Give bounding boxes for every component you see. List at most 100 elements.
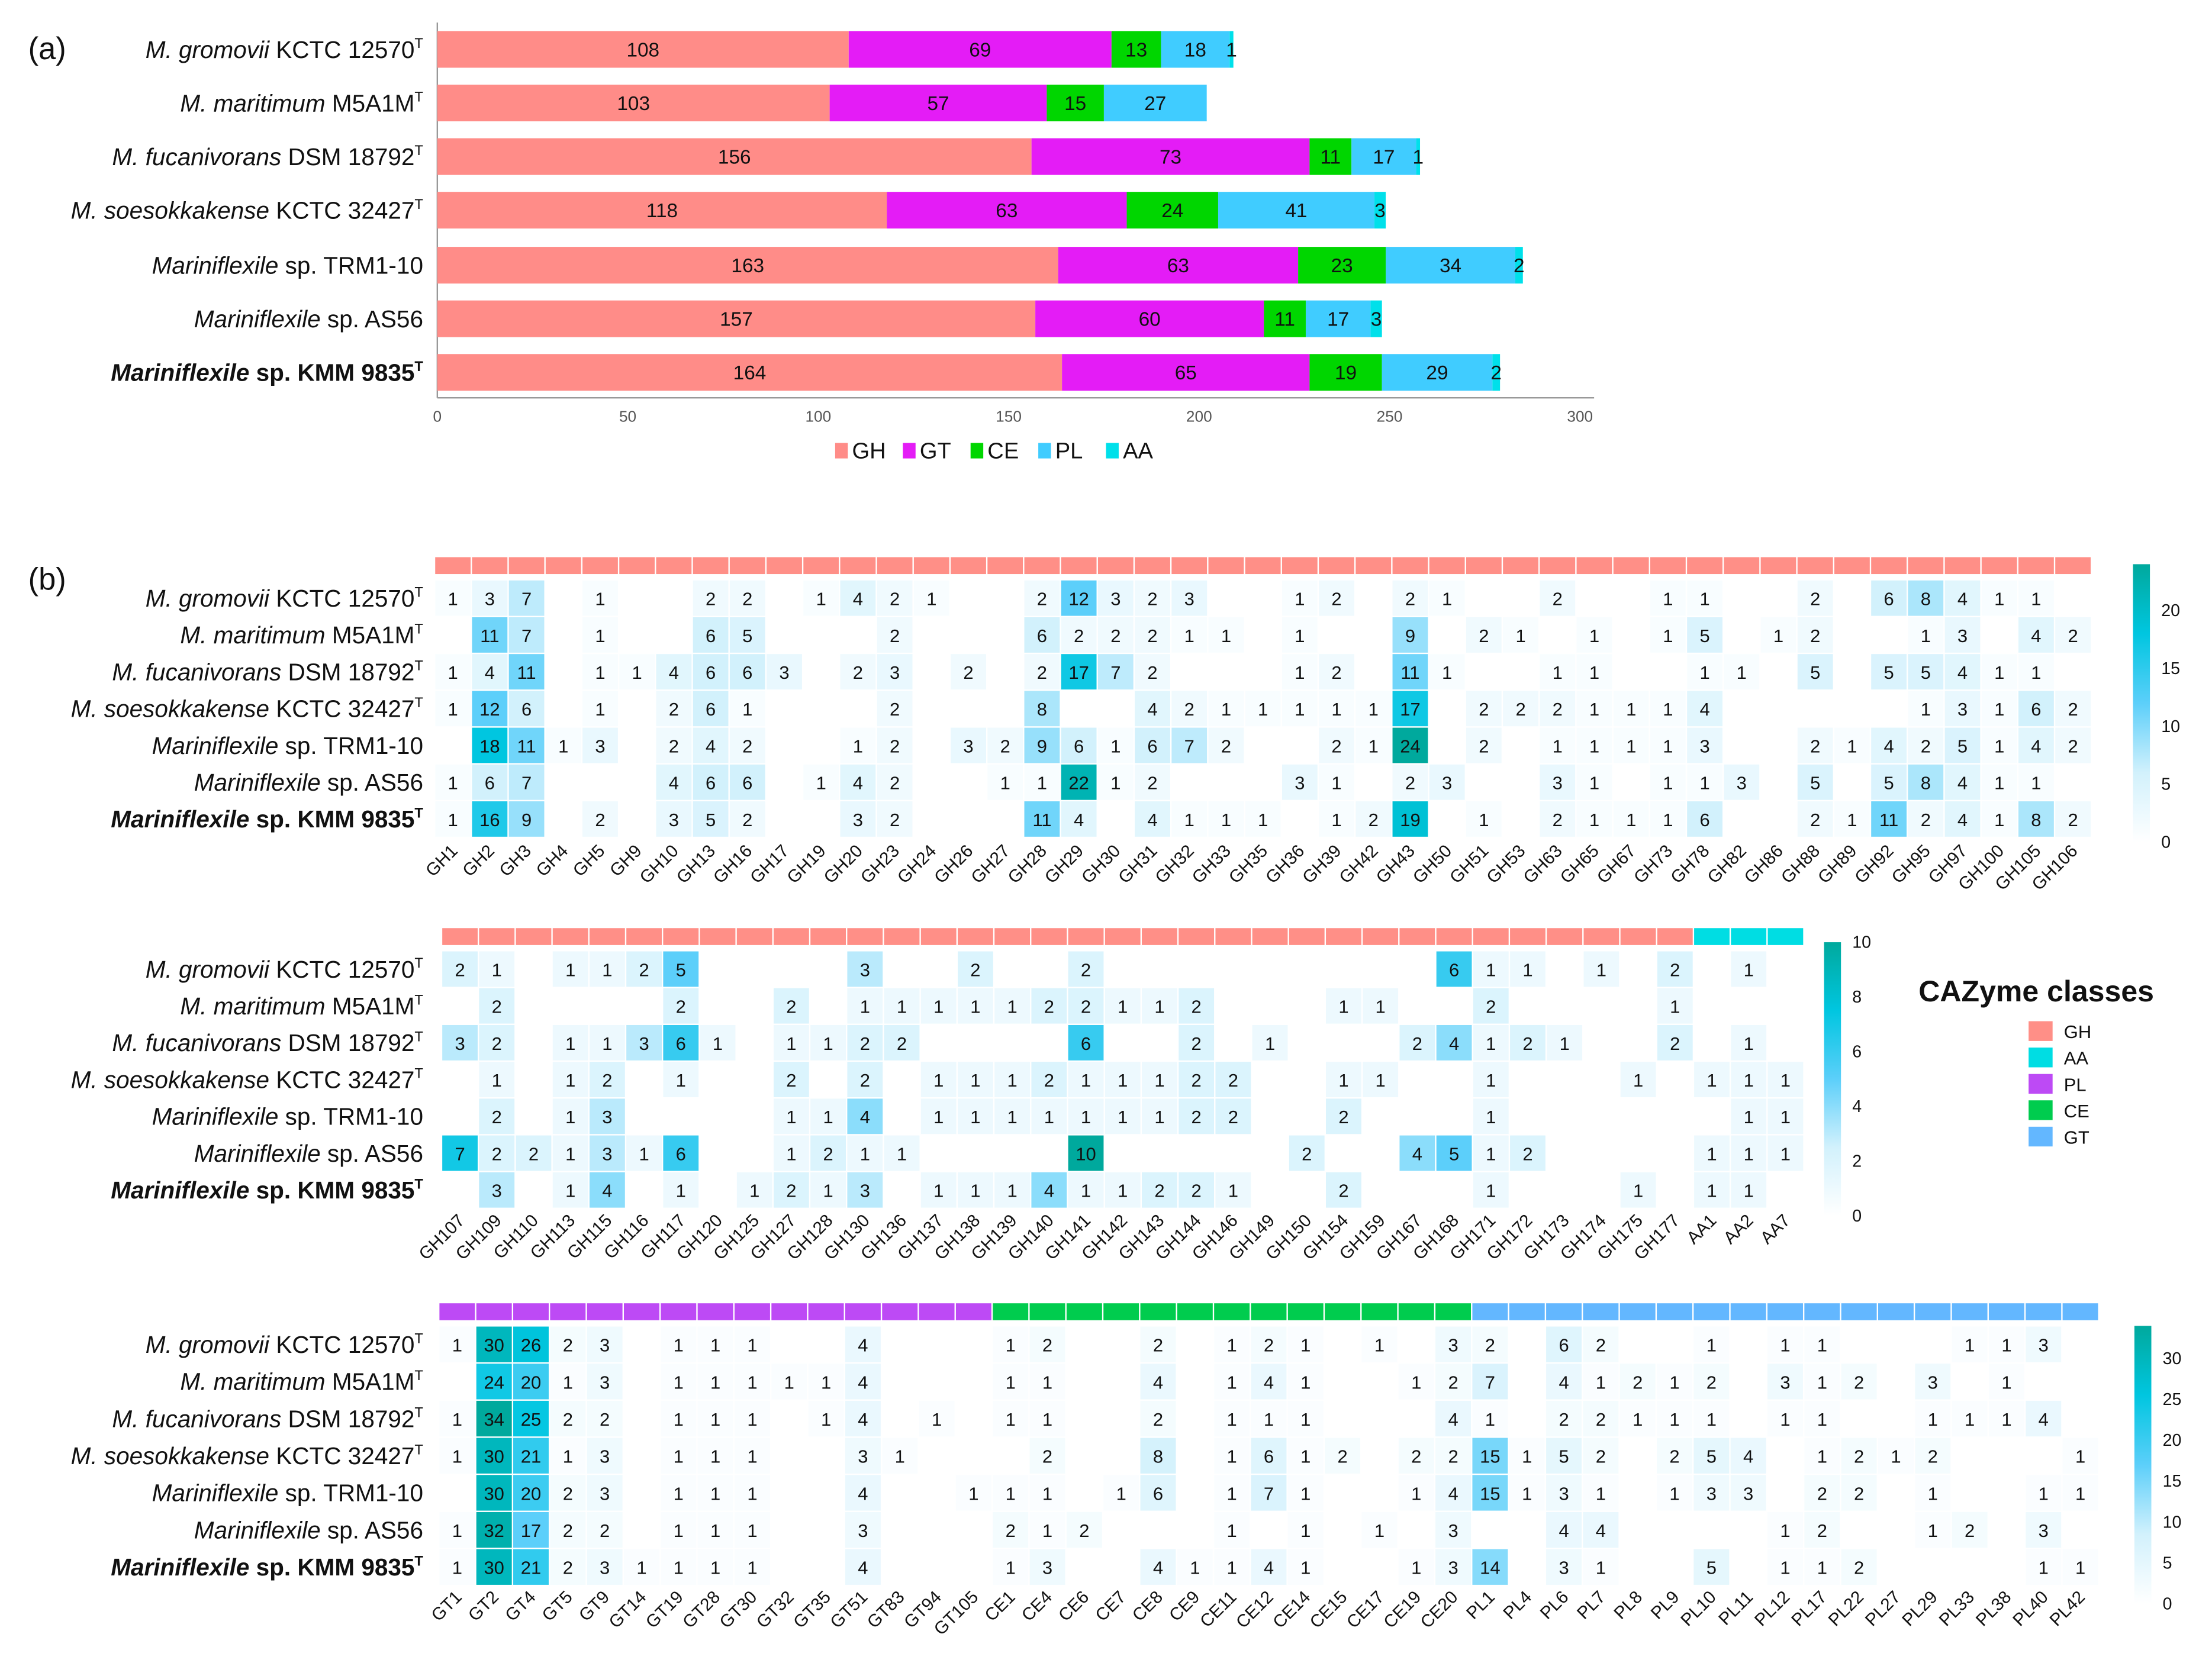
heatmap-cell-value: 1 (1515, 626, 1525, 646)
heatmap-cell-value: 4 (853, 773, 863, 794)
bar-segment-gt (1031, 138, 1310, 175)
heatmap-cell-value: 2 (1485, 1335, 1495, 1356)
heatmap-cell (1540, 654, 1576, 690)
heatmap-cell-value: 4 (1957, 662, 1968, 683)
bar-value-label: 17 (1327, 309, 1349, 331)
heatmap-cell (734, 1400, 770, 1437)
heatmap-cell (476, 1549, 512, 1585)
heatmap-cell (1510, 951, 1545, 987)
heatmap-cell (1619, 1400, 1656, 1437)
heatmap-cell-value: 2 (529, 1143, 539, 1164)
heatmap-cell (1613, 691, 1649, 727)
heatmap-cell-value: 2 (706, 589, 716, 610)
heatmap-cell-value: 1 (1596, 1372, 1606, 1393)
species-genus: M. maritimum (180, 621, 325, 649)
class-strip-gh (1024, 557, 1060, 575)
heatmap-cell (1687, 727, 1722, 763)
heatmap-cell-value: 1 (1633, 1409, 1643, 1430)
heatmap-cell-value: 4 (858, 1409, 868, 1430)
heatmap-cell-value: 7 (1110, 662, 1121, 683)
heatmap-cell-value: 2 (1670, 1033, 1680, 1054)
heatmap-cell (479, 951, 515, 987)
column-label: GH1 (422, 841, 462, 881)
heatmap-cell-value: 2 (1037, 662, 1047, 683)
heatmap-cell (1140, 1475, 1176, 1511)
heatmap-cell (439, 1511, 475, 1548)
heatmap-cell-value: 1 (1522, 1483, 1532, 1504)
heatmap-cell-value: 1 (710, 1558, 720, 1578)
class-strip-ce (1287, 1303, 1324, 1320)
heatmap-cell (693, 691, 729, 727)
heatmap-cell-value: 3 (1553, 773, 1563, 794)
heatmap-cell (1657, 1024, 1693, 1061)
heatmap-cell (734, 1475, 770, 1511)
class-strip-gh (1179, 928, 1215, 945)
heatmap-cell (1804, 1438, 1840, 1474)
heatmap-cell-value: 2 (1854, 1446, 1864, 1467)
heatmap-cell-value: 1 (710, 1483, 720, 1504)
heatmap-cell (845, 1475, 881, 1511)
heatmap-cell (1834, 727, 1870, 763)
heatmap-cell-value: 1 (1744, 1033, 1754, 1054)
heatmap-cell-value: 1 (1921, 699, 1931, 720)
heatmap-cell-value: 6 (706, 662, 716, 683)
class-strip-gh (1097, 557, 1134, 575)
heatmap-cell-value: 1 (1007, 1070, 1018, 1091)
bar-value-label: 17 (1373, 147, 1395, 169)
heatmap-cell (884, 988, 920, 1024)
heatmap-cell (587, 1475, 623, 1511)
heatmap-cell-value: 11 (1032, 810, 1051, 830)
heatmap-cell (472, 691, 508, 727)
heatmap-cell (1399, 1135, 1435, 1171)
heatmap-cell-value: 2 (1411, 1446, 1421, 1467)
heatmap-cell-value: 2 (1405, 773, 1415, 794)
heatmap-cell-value: 1 (860, 1143, 870, 1164)
heatmap-cell (1650, 617, 1686, 653)
heatmap-cell-value: 2 (1669, 1446, 1679, 1467)
species-genus: M. fucanivorans (112, 658, 281, 685)
column-label: GH82 (1704, 841, 1750, 887)
heatmap-cell-value: 2 (1153, 1409, 1163, 1430)
class-strip-gh (1282, 557, 1318, 575)
bar-value-label: 41 (1285, 200, 1307, 222)
class-strip-ce (1177, 1303, 1213, 1320)
column-label: GH73 (1630, 841, 1676, 887)
heatmap-cell-value: 2 (1553, 699, 1563, 720)
heatmap-cell (1029, 1364, 1065, 1400)
heatmap-gh-aa-part2: GH107GH109GH110GH113GH115GH116GH117GH120… (71, 928, 1871, 1264)
heatmap-cell (1029, 1438, 1065, 1474)
heatmap-cell-value: 1 (1411, 1558, 1421, 1578)
heatmap-cell (1981, 654, 2017, 690)
heatmap-cell (1687, 617, 1722, 653)
bar-segment-aa (1515, 247, 1523, 284)
heatmap-cell-value: 11 (480, 626, 499, 646)
heatmap-cell-value: 2 (1479, 626, 1489, 646)
heatmap-cell-value: 2 (1081, 959, 1091, 980)
heatmap-cell-value: 3 (1743, 1483, 1753, 1504)
heatmap-cell (1797, 580, 1833, 616)
class-strip-ce (1140, 1303, 1176, 1320)
heatmap-cell (729, 580, 765, 616)
bar-value-label: 18 (1184, 39, 1206, 61)
heatmap-cell-value: 1 (1369, 699, 1379, 720)
heatmap-cell-value: 5 (1883, 662, 1894, 683)
heatmap-cell (1576, 654, 1612, 690)
heatmap-cell (1472, 1438, 1508, 1474)
heatmap-cell-value: 1 (1300, 1446, 1311, 1467)
heatmap-cell-value: 1 (1006, 1409, 1016, 1430)
heatmap-cell (1251, 1438, 1287, 1474)
colorbar (2134, 1326, 2152, 1604)
heatmap-cell (1731, 1135, 1767, 1171)
heatmap-cell-value: 1 (1300, 1558, 1311, 1578)
species-label: M. soesokkakense KCTC 32427T (71, 1066, 424, 1094)
column-label: GH28 (1004, 841, 1051, 887)
bar-value-label: 27 (1144, 93, 1166, 115)
heatmap-cell (552, 1062, 588, 1098)
heatmap-cell (1981, 580, 2017, 616)
heatmap-cell (472, 764, 508, 800)
heatmap-cell (1804, 1326, 1840, 1362)
heatmap-cell (1024, 727, 1060, 763)
heatmap-cell-value: 3 (1957, 699, 1968, 720)
species-label: M. maritimum M5A1MT (180, 992, 423, 1020)
heatmap-cell-value: 1 (1044, 1107, 1054, 1127)
